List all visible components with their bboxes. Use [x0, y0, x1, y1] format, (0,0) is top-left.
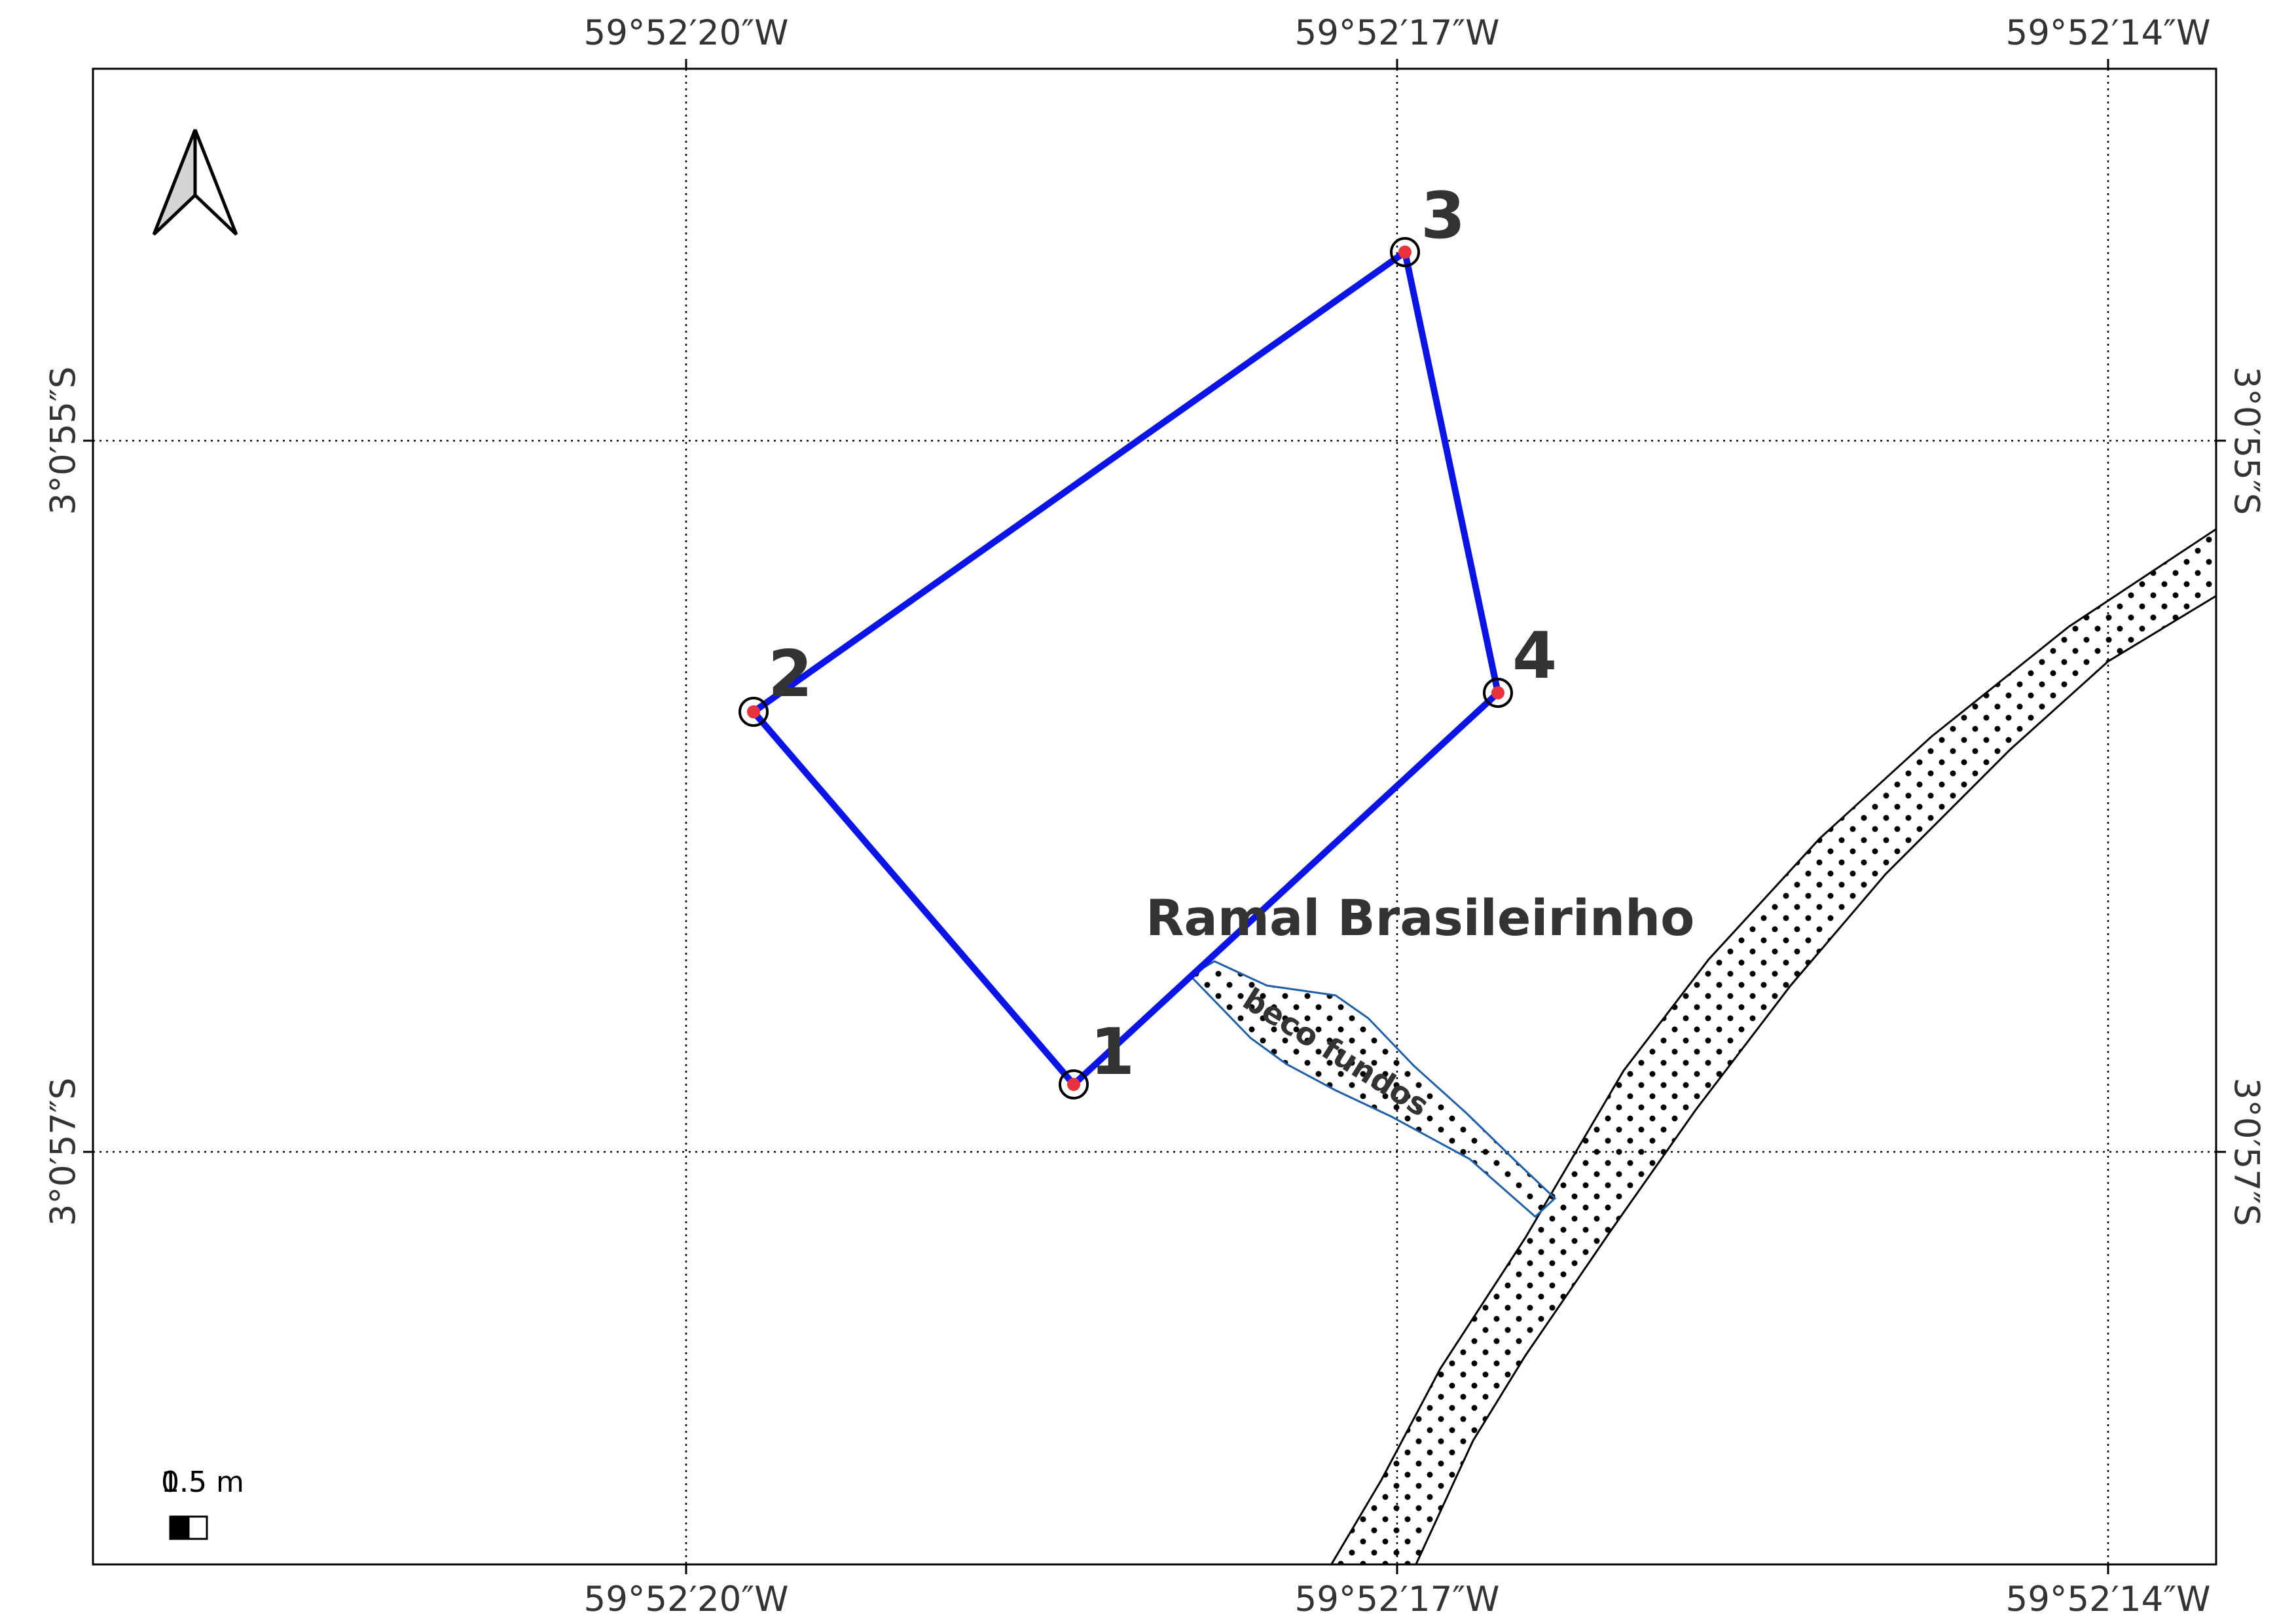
- vertex-label: 4: [1512, 619, 1557, 693]
- scale-label-back: 0.5: [161, 1466, 207, 1499]
- main-road-label: Ramal Brasileirinho: [1146, 889, 1694, 947]
- latitude-label-left: 3°0′57″S: [44, 1078, 84, 1227]
- vertex-4[interactable]: 4: [1483, 619, 1557, 708]
- north-arrow-icon: [152, 129, 238, 236]
- longitude-label-bottom: 59°52′14″W: [2005, 1579, 2210, 1619]
- longitude-label-bottom: 59°52′17″W: [1294, 1579, 1499, 1619]
- scale-segment-filled: [169, 1515, 190, 1540]
- longitude-label-top: 59°52′14″W: [2005, 13, 2210, 53]
- vertex-ring: [1059, 1069, 1089, 1099]
- latitude-label-right: 3°0′55″S: [2226, 367, 2266, 515]
- latitude-label-right: 3°0′57″S: [2226, 1078, 2266, 1227]
- frame-ticks: [83, 59, 2226, 1574]
- vertex-ring: [1390, 237, 1420, 267]
- latitude-label-left: 3°0′55″S: [44, 367, 84, 515]
- side-road: [1188, 960, 1557, 1219]
- longitude-label-bottom: 59°52′20″W: [583, 1579, 788, 1619]
- vertex-ring: [738, 697, 769, 727]
- vertex-3[interactable]: 3: [1390, 179, 1465, 267]
- scale-segment-empty: [187, 1515, 208, 1540]
- vertex-label: 1: [1090, 1015, 1135, 1090]
- vertex-1[interactable]: 1: [1059, 1015, 1135, 1099]
- vertex-point: [1067, 1078, 1080, 1091]
- vertex-2[interactable]: 2: [738, 637, 812, 727]
- vertex-point: [747, 705, 760, 718]
- scale-label-front: 1.5 m: [161, 1466, 244, 1499]
- vertex-label: 3: [1421, 179, 1465, 253]
- vertex-ring: [1483, 678, 1513, 708]
- longitude-label-top: 59°52′17″W: [1294, 13, 1499, 53]
- graticule: [93, 69, 2216, 1564]
- vertex-point: [1491, 686, 1504, 699]
- vertex-label: 2: [768, 637, 812, 712]
- scale-bar: 0.5 1.5 m: [161, 1466, 244, 1540]
- vertex-point: [1398, 246, 1412, 259]
- main-road: [1330, 528, 2216, 1564]
- longitude-label-top: 59°52′20″W: [583, 13, 788, 53]
